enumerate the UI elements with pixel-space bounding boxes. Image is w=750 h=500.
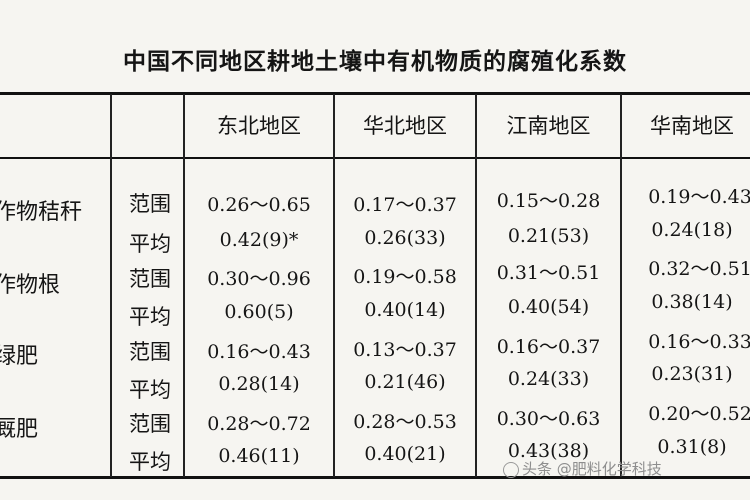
- range-label: 范围: [129, 192, 171, 216]
- watermark-text: 头条 @肥料化学科技: [522, 460, 662, 478]
- range-cell: 0.20～0.52: [648, 403, 750, 425]
- range-cell: 0.16～0.33: [648, 331, 750, 353]
- avg-cell: 0.46(11): [218, 445, 300, 467]
- avg-cell: 0.31(8): [657, 436, 727, 458]
- top-rule: [0, 92, 750, 95]
- range-label: 范围: [129, 412, 171, 436]
- avg-cell: 0.42(9)*: [219, 229, 299, 251]
- avg-cell: 0.38(14): [651, 291, 733, 313]
- region-header-south: 华南地区: [650, 114, 734, 138]
- avg-cell: 0.21(53): [507, 225, 590, 247]
- crop-label: 作物秸秆: [0, 200, 83, 225]
- avg-cell: 0.40(54): [507, 296, 590, 318]
- avg-cell: 0.23(31): [651, 363, 733, 385]
- avg-cell: 0.40(21): [364, 443, 446, 465]
- column-divider: [183, 94, 185, 477]
- avg-label: 平均: [129, 232, 171, 256]
- range-cell: 0.16～0.43: [207, 341, 311, 363]
- range-cell: 0.13～0.37: [353, 339, 457, 361]
- header-rule: [0, 157, 750, 159]
- avg-cell: 0.24(18): [651, 219, 733, 241]
- column-divider: [333, 94, 335, 477]
- range-cell: 0.31～0.51: [496, 262, 601, 284]
- range-cell: 0.32～0.51: [648, 258, 750, 280]
- range-cell: 0.28～0.53: [353, 411, 457, 433]
- range-cell: 0.30～0.63: [496, 408, 601, 430]
- crop-label: 绿肥: [0, 344, 39, 369]
- column-divider: [620, 94, 622, 477]
- range-cell: 0.19～0.43: [648, 186, 750, 208]
- avg-cell: 0.21(46): [364, 371, 446, 393]
- watermark: 头条 @肥料化学科技: [500, 458, 662, 479]
- region-header-jiangnan: 江南地区: [506, 114, 591, 138]
- crop-label: 厩肥: [0, 417, 39, 442]
- range-cell: 0.19～0.58: [353, 266, 457, 288]
- column-divider: [475, 94, 477, 477]
- crop-label: 作物根: [0, 273, 61, 298]
- range-cell: 0.17～0.37: [353, 194, 457, 216]
- avg-label: 平均: [129, 378, 171, 402]
- table-title: 中国不同地区耕地土壤中有机物质的腐殖化系数: [123, 48, 627, 75]
- range-cell: 0.30～0.96: [207, 268, 311, 290]
- region-header-northeast: 东北地区: [217, 114, 301, 138]
- range-label: 范围: [129, 340, 171, 364]
- bottom-rule: [0, 476, 750, 479]
- range-cell: 0.28～0.72: [207, 413, 311, 435]
- avg-label: 平均: [129, 450, 171, 474]
- range-cell: 0.16～0.37: [496, 336, 601, 358]
- range-label: 范围: [129, 267, 171, 291]
- range-cell: 0.26～0.65: [207, 194, 311, 216]
- avg-label: 平均: [129, 305, 171, 329]
- avg-cell: 0.24(33): [507, 368, 590, 390]
- watermark-logo-icon: [503, 461, 519, 478]
- column-divider: [110, 94, 112, 477]
- avg-cell: 0.26(33): [364, 227, 446, 249]
- range-cell: 0.15～0.28: [496, 190, 601, 212]
- avg-cell: 0.60(5): [224, 301, 294, 323]
- avg-cell: 0.28(14): [218, 373, 300, 395]
- avg-cell: 0.43(38): [507, 440, 590, 462]
- avg-cell: 0.40(14): [364, 299, 446, 321]
- region-header-north: 华北地区: [363, 114, 447, 138]
